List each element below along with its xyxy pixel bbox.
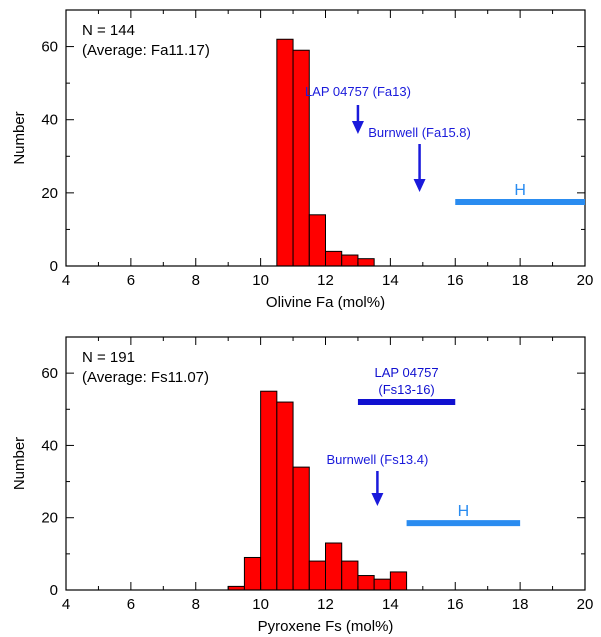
x-tick-label-pyroxene: 16: [447, 596, 464, 613]
x-tick-label-pyroxene: 6: [127, 596, 135, 613]
y-tick-label-olivine: 0: [50, 258, 58, 275]
y-tick-label-pyroxene: 60: [41, 365, 58, 382]
bar-pyroxene-9: [373, 578, 391, 591]
x-tick-label-pyroxene: 12: [317, 596, 334, 613]
bar-pyroxene-10: [389, 571, 408, 591]
y-tick-label-olivine: 20: [41, 185, 58, 202]
bar-pyroxene-8: [357, 575, 375, 591]
arrow-label-olivine-1: Burnwell (Fa15.8): [368, 125, 471, 140]
range-label-pyroxene-1: H: [458, 503, 470, 520]
x-tick-label-olivine: 12: [317, 272, 334, 289]
bar-olivine-0: [276, 38, 294, 267]
x-tick-label-pyroxene: 10: [252, 596, 269, 613]
y-tick-label-pyroxene: 0: [50, 582, 58, 599]
x-tick-label-olivine: 6: [127, 272, 135, 289]
note-olivine-0: N = 144: [82, 22, 135, 39]
arrow-label-olivine-0: LAP 04757 (Fa13): [305, 84, 411, 99]
bar-olivine-1: [292, 49, 310, 267]
chart-olivine: 4 6 8 10 12 14 16 18 20 0 20 40 60 Olivine Fa (mol%) N…: [11, 9, 594, 311]
x-tick-label-olivine: 16: [447, 272, 464, 289]
bar-pyroxene-1: [243, 556, 262, 591]
arrow-head-olivine-1: [413, 179, 426, 192]
note-pyroxene-1: (Average: Fs11.07): [82, 369, 209, 386]
note-pyroxene-0: N = 191: [82, 349, 135, 366]
bar-pyroxene-6: [325, 542, 343, 591]
bar-olivine-4: [341, 254, 359, 267]
y-tick-label-olivine: 60: [41, 39, 58, 56]
x-tick-label-pyroxene: 20: [577, 596, 594, 613]
x-axis-label-pyroxene: Pyroxene Fs (mol%): [258, 618, 394, 635]
bar-pyroxene-5: [308, 560, 326, 591]
range-label-olivine-0: H: [514, 182, 526, 199]
bar-olivine-5: [357, 258, 375, 267]
bar-olivine-3: [325, 250, 343, 267]
arrow-head-olivine-0: [351, 121, 364, 134]
x-tick-label-olivine: 10: [252, 272, 269, 289]
range-label-pyroxene-0: LAP 04757: [375, 365, 439, 380]
x-tick-label-pyroxene: 8: [192, 596, 200, 613]
y-tick-label-pyroxene: 40: [41, 437, 58, 454]
y-axis-label-olivine: Number: [11, 111, 28, 164]
arrow-head-pyroxene-0: [371, 493, 384, 506]
y-tick-label-olivine: 40: [41, 112, 58, 129]
x-tick-label-olivine: 20: [577, 272, 594, 289]
chart-pyroxene: 4 6 8 10 12 14 16 18 20 0 20 40 60 Pyroxene Fs (mol%)…: [11, 336, 594, 635]
x-tick-label-olivine: 18: [512, 272, 529, 289]
range-sublabel-pyroxene-0: (Fs13-16): [378, 382, 434, 397]
bar-pyroxene-2: [260, 390, 278, 591]
x-tick-label-pyroxene: 18: [512, 596, 529, 613]
y-tick-label-pyroxene: 20: [41, 510, 58, 527]
bar-pyroxene-3: [276, 401, 294, 591]
x-tick-label-pyroxene: 14: [382, 596, 399, 613]
x-tick-label-olivine: 14: [382, 272, 399, 289]
bar-pyroxene-4: [292, 466, 310, 591]
arrow-label-pyroxene-0: Burnwell (Fs13.4): [326, 452, 428, 467]
bar-olivine-2: [308, 214, 326, 267]
x-tick-label-pyroxene: 4: [62, 596, 70, 613]
y-axis-label-pyroxene: Number: [11, 437, 28, 490]
bar-pyroxene-7: [341, 560, 359, 591]
x-tick-label-olivine: 8: [192, 272, 200, 289]
note-olivine-1: (Average: Fa11.17): [82, 42, 210, 59]
x-tick-label-olivine: 4: [62, 272, 70, 289]
x-axis-label-olivine: Olivine Fa (mol%): [266, 294, 385, 311]
